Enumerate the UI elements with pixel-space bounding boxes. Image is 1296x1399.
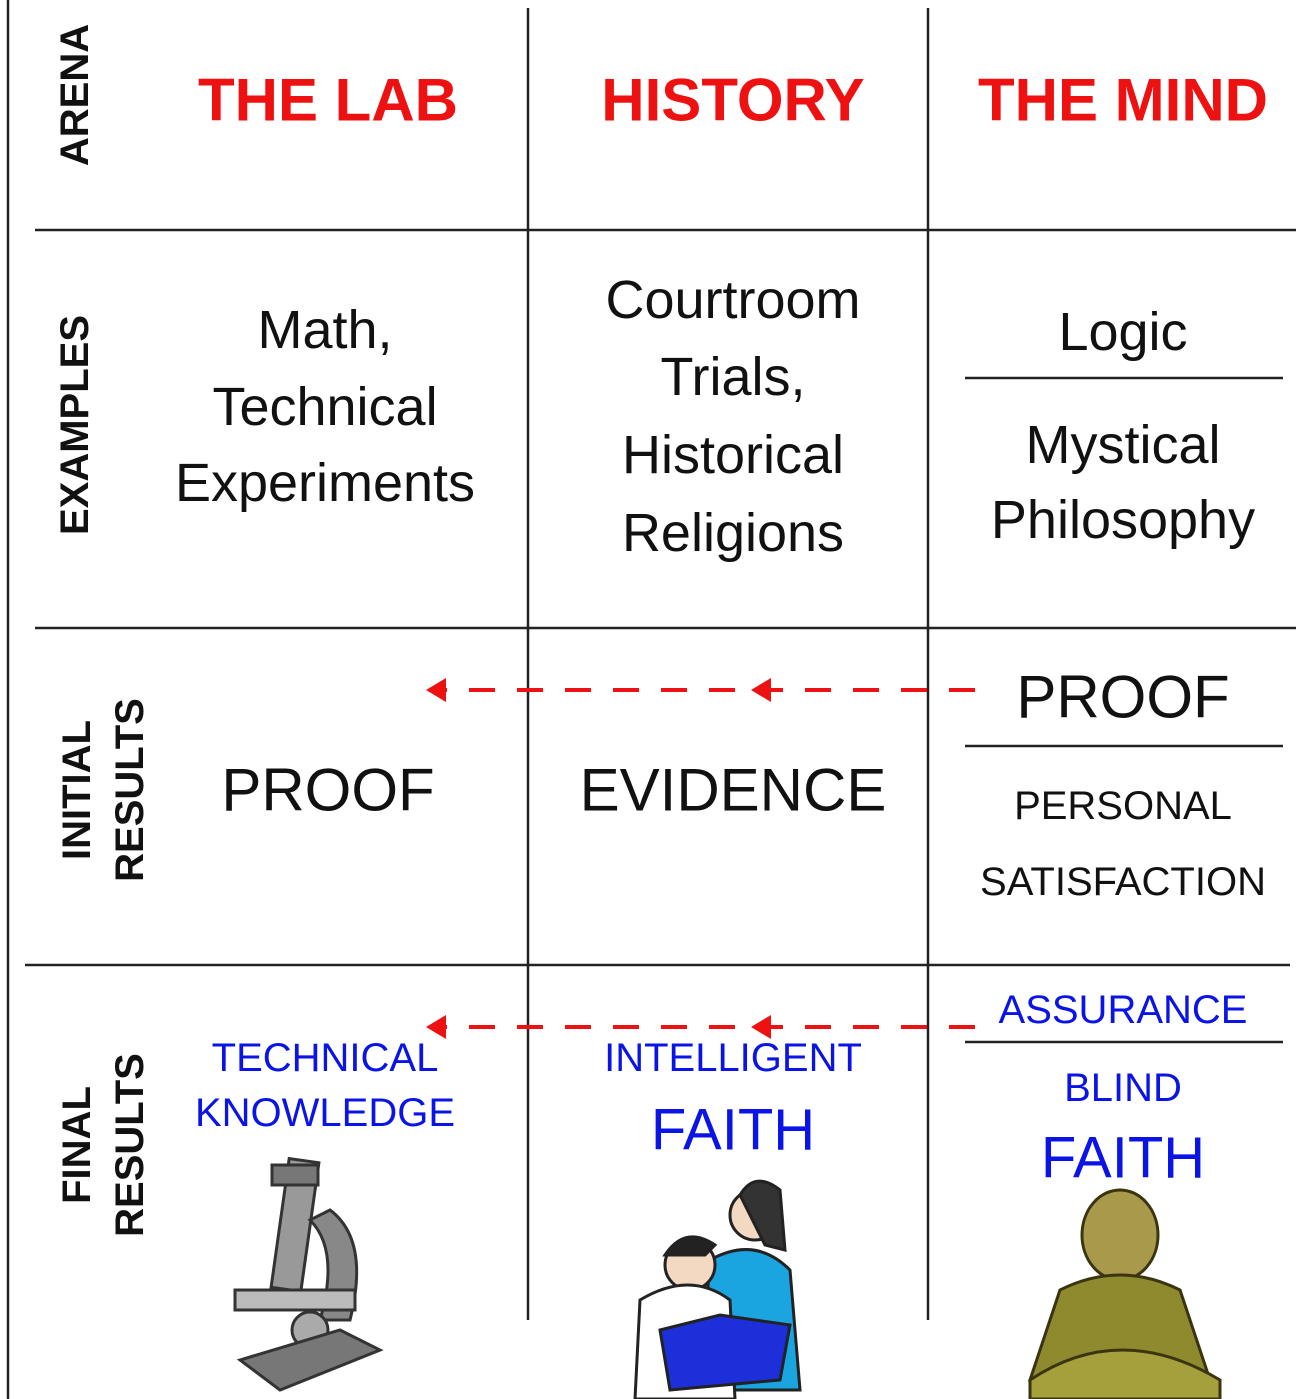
arrow-head	[751, 1015, 771, 1039]
arrow-head	[751, 678, 771, 702]
example-text: Logic	[1058, 302, 1187, 362]
example-text: Religions	[622, 503, 844, 563]
final-result: INTELLIGENT	[604, 1036, 862, 1080]
example-text: Historical	[622, 425, 844, 485]
example-text: Trials,	[661, 347, 806, 407]
initial-result: PROOF	[221, 757, 434, 824]
arrow-head	[426, 1015, 446, 1039]
column-header: HISTORY	[601, 67, 864, 134]
example-text: Mystical	[1025, 415, 1220, 475]
initial-result: SATISFACTION	[980, 860, 1266, 904]
example-text: Courtroom	[605, 270, 860, 330]
final-result: KNOWLEDGE	[195, 1091, 455, 1135]
microscope-illustration	[233, 1156, 384, 1392]
row-label: ARENA	[53, 24, 97, 166]
final-result: BLIND	[1064, 1066, 1182, 1110]
grid	[6, 0, 1296, 1399]
buddha-illustration	[1027, 1188, 1222, 1399]
final-result: TECHNICAL	[212, 1036, 439, 1080]
arrow-head	[426, 678, 446, 702]
final-result: FAITH	[651, 1098, 815, 1163]
initial-result: EVIDENCE	[580, 757, 887, 824]
final-result: FAITH	[1041, 1126, 1205, 1191]
column-header: THE MIND	[978, 67, 1268, 134]
row-label: RESULTS	[108, 1053, 152, 1237]
row-label: FINAL	[55, 1086, 99, 1204]
example-text: Experiments	[175, 453, 475, 513]
initial-result: PROOF	[1016, 664, 1229, 731]
row-label: EXAMPLES	[53, 315, 97, 535]
people-illustration	[633, 1179, 802, 1399]
initial-result: PERSONAL	[1014, 784, 1232, 828]
row-label: INITIAL	[55, 720, 99, 860]
final-result: ASSURANCE	[999, 988, 1248, 1032]
column-header: THE LAB	[198, 67, 458, 134]
arrows	[426, 678, 975, 1039]
example-text: Technical	[212, 377, 437, 437]
example-text: Math,	[257, 300, 392, 360]
row-label: RESULTS	[108, 698, 152, 882]
example-text: Philosophy	[991, 490, 1255, 550]
